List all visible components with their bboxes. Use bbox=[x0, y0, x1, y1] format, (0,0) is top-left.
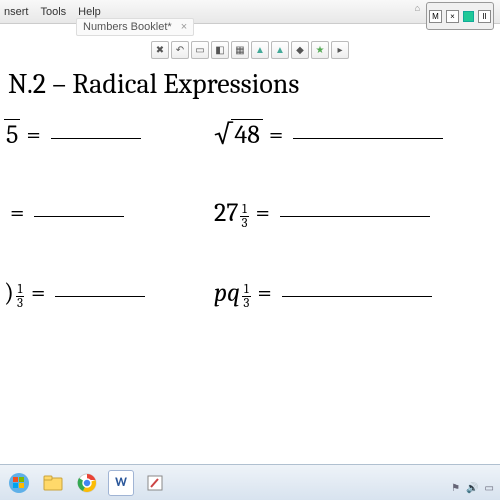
expr-1-left-fragment: 5 bbox=[4, 119, 20, 150]
document-tab[interactable]: Numbers Booklet* × bbox=[76, 18, 194, 36]
tool-shape2-icon[interactable]: ▲ bbox=[271, 41, 289, 59]
equals-sign: = bbox=[256, 198, 270, 228]
exponent-fraction: 13 bbox=[241, 283, 251, 310]
equals-sign: = bbox=[31, 278, 45, 308]
explorer-button[interactable] bbox=[40, 470, 66, 496]
exponent-fraction: 13 bbox=[240, 203, 250, 230]
equation-row-2: = 2713 = bbox=[0, 198, 500, 278]
paren-close: ) bbox=[4, 278, 14, 308]
page-title: N.2 – Radical Expressions bbox=[0, 68, 500, 100]
folder-icon bbox=[43, 475, 63, 491]
tab-close-icon[interactable]: × bbox=[181, 21, 187, 33]
tray-flag-icon[interactable]: ⚑ bbox=[451, 483, 460, 494]
recorder-m-button[interactable]: M bbox=[429, 10, 442, 23]
sqrt-icon: 48 bbox=[214, 118, 263, 150]
menu-tools[interactable]: Tools bbox=[40, 6, 66, 18]
system-tray: ⚑ 🔊 ▭ bbox=[451, 483, 494, 494]
tool-picture-icon[interactable]: ▭ bbox=[191, 41, 209, 59]
equals-sign: = bbox=[269, 120, 283, 150]
taskbar: W ⚑ 🔊 ▭ bbox=[0, 464, 500, 500]
start-button[interactable] bbox=[6, 470, 32, 496]
answer-blank[interactable] bbox=[280, 215, 430, 217]
windows-icon bbox=[8, 472, 30, 494]
base-pq: pq bbox=[214, 278, 240, 308]
home-crumb-icon: ⌂ bbox=[415, 3, 420, 13]
answer-blank[interactable] bbox=[34, 215, 124, 217]
recorder-pause-button[interactable]: II bbox=[478, 10, 491, 23]
tool-close-icon[interactable]: ✖ bbox=[151, 41, 169, 59]
recorder-record-button[interactable] bbox=[463, 11, 474, 22]
equals-sign: = bbox=[26, 120, 40, 150]
base-27: 27 bbox=[214, 198, 239, 228]
word-icon-label: W bbox=[115, 475, 127, 490]
word-button[interactable]: W bbox=[108, 470, 134, 496]
pen-app-icon bbox=[146, 474, 164, 492]
tray-speaker-icon[interactable]: 🔊 bbox=[466, 483, 478, 494]
tool-5-icon[interactable]: ▦ bbox=[231, 41, 249, 59]
tool-star-icon[interactable]: ★ bbox=[311, 41, 329, 59]
answer-blank[interactable] bbox=[282, 295, 432, 297]
recorder-close-button[interactable]: × bbox=[446, 10, 459, 23]
menu-insert[interactable]: nsert bbox=[4, 6, 28, 18]
answer-blank[interactable] bbox=[55, 295, 145, 297]
tool-color-icon[interactable]: ◧ bbox=[211, 41, 229, 59]
equation-row-3: )13 = pq13 = bbox=[0, 278, 500, 358]
app-button[interactable] bbox=[142, 470, 168, 496]
equals-sign: = bbox=[257, 278, 271, 308]
chrome-icon bbox=[77, 473, 97, 493]
menu-bar: nsert Tools Help bbox=[0, 0, 500, 24]
answer-blank[interactable] bbox=[293, 137, 443, 139]
mini-toolbar: ✖ ↶ ▭ ◧ ▦ ▲ ▲ ◆ ★ ▸ bbox=[0, 38, 500, 62]
tool-undo-icon[interactable]: ↶ bbox=[171, 41, 189, 59]
equation-row-1: 5 = 48 = bbox=[0, 118, 500, 198]
tab-label: Numbers Booklet* bbox=[83, 21, 172, 33]
recorder-panel: M × II bbox=[426, 2, 494, 30]
tool-shape-icon[interactable]: ▲ bbox=[251, 41, 269, 59]
chrome-button[interactable] bbox=[74, 470, 100, 496]
menu-help[interactable]: Help bbox=[78, 6, 101, 18]
tool-10-icon[interactable]: ▸ bbox=[331, 41, 349, 59]
radicand: 48 bbox=[231, 119, 262, 150]
exponent-fraction: 13 bbox=[15, 283, 25, 310]
tray-battery-icon[interactable]: ▭ bbox=[485, 483, 494, 494]
equals-sign: = bbox=[10, 198, 24, 228]
answer-blank[interactable] bbox=[51, 137, 141, 139]
document-area: N.2 – Radical Expressions 5 = 48 = = 271… bbox=[0, 62, 500, 358]
tool-8-icon[interactable]: ◆ bbox=[291, 41, 309, 59]
